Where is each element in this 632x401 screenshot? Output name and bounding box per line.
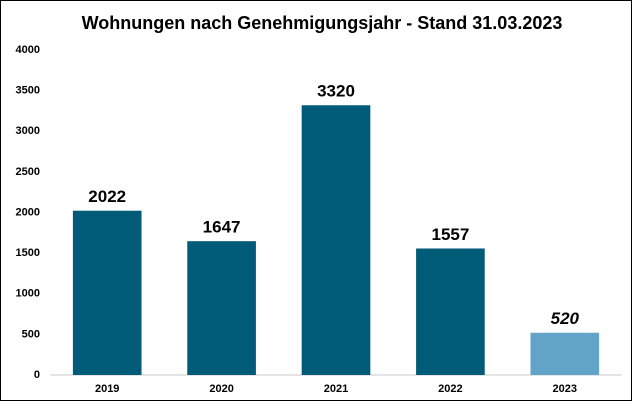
y-tick-label: 0 bbox=[34, 369, 40, 381]
x-tick-label: 2019 bbox=[95, 383, 119, 395]
x-tick-label: 2020 bbox=[209, 383, 233, 395]
bar bbox=[72, 210, 142, 375]
bar bbox=[530, 332, 600, 375]
y-tick-label: 500 bbox=[22, 328, 40, 340]
y-tick-label: 2500 bbox=[16, 166, 40, 178]
x-tick-label: 2022 bbox=[438, 383, 462, 395]
data-label: 2022 bbox=[88, 187, 126, 206]
x-tick-label: 2023 bbox=[553, 383, 577, 395]
data-label: 1557 bbox=[431, 225, 469, 244]
y-tick-label: 2000 bbox=[16, 206, 40, 218]
data-label: 520 bbox=[551, 309, 580, 328]
data-label: 3320 bbox=[317, 82, 355, 101]
bar bbox=[416, 248, 485, 375]
y-tick-label: 1500 bbox=[16, 247, 40, 259]
y-tick-label: 1000 bbox=[16, 288, 40, 300]
bar bbox=[301, 105, 371, 375]
x-tick-label: 2021 bbox=[324, 383, 348, 395]
data-label: 1647 bbox=[203, 218, 241, 237]
y-tick-label: 3000 bbox=[16, 125, 40, 137]
chart-title: Wohnungen nach Genehmigungsjahr - Stand … bbox=[82, 13, 563, 33]
y-tick-label: 3500 bbox=[16, 85, 40, 97]
bar bbox=[187, 241, 256, 375]
y-tick-label: 4000 bbox=[16, 44, 40, 56]
